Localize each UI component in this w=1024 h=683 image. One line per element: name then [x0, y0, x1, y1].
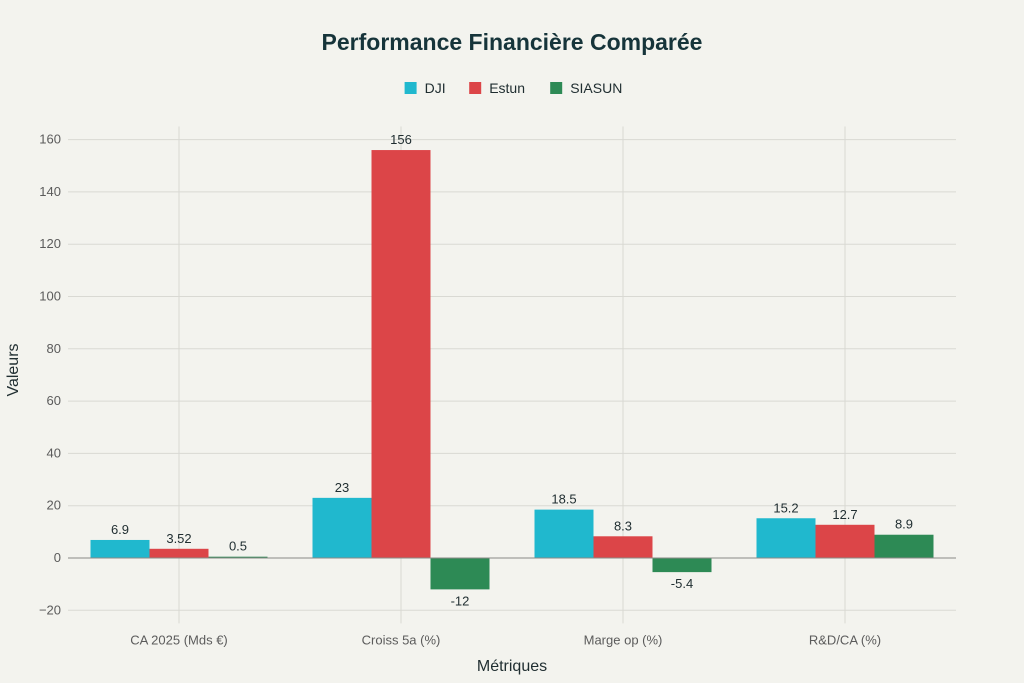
y-tick-label: 0	[54, 550, 61, 565]
x-tick-label: Croiss 5a (%)	[362, 632, 441, 647]
bar	[534, 509, 594, 558]
bar-labels: 6.9 23 18.5 15.2 3.52 156 8.3 12.7 0.5 -12 -5.4 8.9	[111, 132, 913, 608]
legend-swatch	[550, 82, 563, 94]
bar	[756, 518, 816, 558]
y-tick-label: 140	[39, 184, 61, 199]
bar-value-label: 6.9	[111, 522, 129, 537]
bar	[312, 497, 372, 558]
bar-value-label: 8.9	[895, 517, 913, 532]
bar	[371, 150, 431, 558]
y-tick-label: −20	[39, 602, 61, 617]
y-axis-title: Valeurs	[5, 343, 22, 396]
bar-value-label: 8.3	[614, 518, 632, 533]
legend-swatch	[404, 82, 417, 94]
x-tick-label: CA 2025 (Mds €)	[130, 632, 228, 647]
x-tick-label: R&D/CA (%)	[809, 632, 881, 647]
bar-value-label: 12.7	[832, 507, 857, 522]
bar-value-label: 0.5	[229, 539, 247, 554]
y-tick-label: 80	[47, 341, 61, 356]
y-tick-label: 60	[47, 393, 61, 408]
y-tick-label: 20	[47, 498, 61, 513]
chart-title: Performance Financière Comparée	[322, 29, 703, 55]
bar-value-label: 23	[335, 480, 349, 495]
x-axis-title: Métriques	[477, 658, 547, 675]
bar-value-label: 3.52	[166, 531, 191, 546]
bar	[874, 534, 934, 558]
bar	[815, 524, 875, 558]
y-tick-label: 120	[39, 236, 61, 251]
legend-label: Estun	[489, 80, 525, 96]
bar	[149, 548, 209, 558]
y-tick-label: 160	[39, 132, 61, 147]
bar	[208, 556, 268, 558]
bar-value-label: 156	[390, 132, 412, 147]
legend-label: SIASUN	[570, 80, 622, 96]
y-tick-label: 40	[47, 445, 61, 460]
bar	[652, 558, 712, 573]
bar-value-label: 15.2	[773, 500, 798, 515]
x-tick-label: Marge op (%)	[584, 632, 663, 647]
axis-ticks: −20 0 20 40 60 80 100 120 140 160 CA 2025 (Mds €) C…	[39, 132, 881, 648]
bar	[593, 536, 653, 558]
legend: DJI Estun SIASUN	[404, 80, 622, 96]
y-tick-label: 100	[39, 289, 61, 304]
bar-value-label: -5.4	[671, 576, 693, 591]
bar-value-label: 18.5	[551, 492, 576, 507]
bar	[430, 558, 490, 590]
bar-value-label: -12	[451, 593, 470, 608]
legend-label: DJI	[425, 80, 446, 96]
bars	[90, 150, 934, 590]
bar	[90, 539, 150, 558]
legend-swatch	[469, 82, 482, 94]
